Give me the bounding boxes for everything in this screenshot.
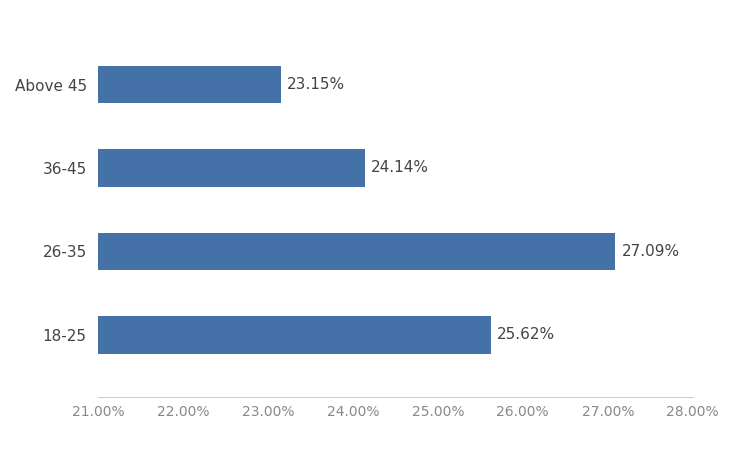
Bar	[0, 316, 490, 354]
Text: 23.15%: 23.15%	[287, 77, 345, 92]
Bar	[0, 233, 615, 270]
Text: 25.62%: 25.62%	[496, 327, 554, 342]
Bar	[0, 66, 281, 103]
Bar	[0, 149, 364, 187]
Text: 27.09%: 27.09%	[621, 244, 679, 259]
Text: 24.14%: 24.14%	[370, 161, 428, 175]
